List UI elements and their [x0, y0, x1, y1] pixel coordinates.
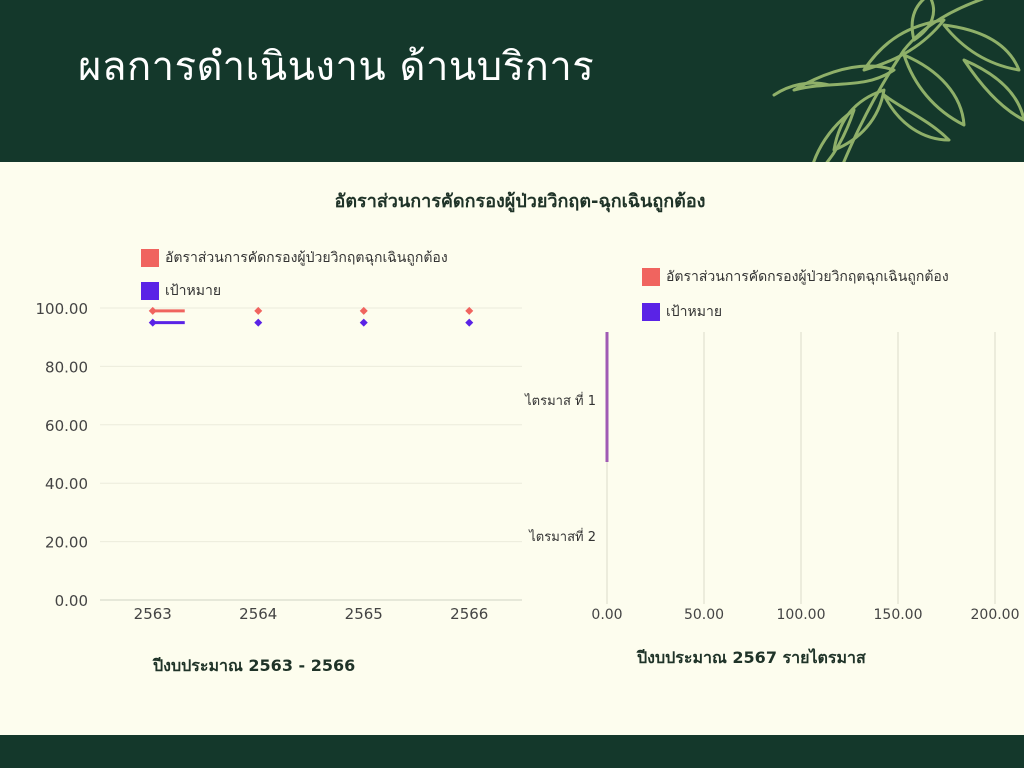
line-chart-legend: อัตราส่วนการคัดกรองผู้ป่วยวิกฤตฉุกเฉินถู… — [141, 248, 448, 301]
bar-x-tick-label: 150.00 — [874, 607, 923, 623]
legend-item-target-2567: เป้าหมาย — [642, 302, 949, 322]
legend-item-rate-2567: อัตราส่วนการคัดกรองผู้ป่วยวิกฤตฉุกเฉินถู… — [642, 267, 949, 287]
legend-swatch-target-2567 — [642, 303, 660, 321]
data-point — [254, 318, 263, 327]
data-point — [148, 318, 157, 327]
data-point — [465, 318, 474, 327]
data-point — [359, 306, 368, 315]
legend-item-target: เป้าหมาย — [141, 281, 448, 301]
leaf-decoration-icon — [772, 0, 1024, 162]
legend-swatch-target — [141, 282, 159, 300]
line-chart-caption: ปีงบประมาณ 2563 - 2566 — [153, 656, 356, 675]
y-tick-label: 0.00 — [55, 592, 88, 610]
x-tick-label: 2563 — [134, 605, 172, 623]
data-point — [359, 318, 368, 327]
y-tick-label: 20.00 — [45, 534, 88, 552]
bar-x-tick-label: 100.00 — [777, 607, 826, 623]
chart-title: อัตราส่วนการคัดกรองผู้ป่วยวิกฤต-ฉุกเฉินถ… — [334, 191, 706, 212]
data-point — [254, 306, 263, 315]
x-tick-label: 2565 — [345, 605, 383, 623]
legend-label-rate: อัตราส่วนการคัดกรองผู้ป่วยวิกฤตฉุกเฉินถู… — [165, 250, 448, 266]
legend-label-target: เป้าหมาย — [165, 283, 222, 299]
header-banner: ผลการดำเนินงาน ด้านบริการ — [0, 0, 1024, 162]
bar-x-tick-label: 0.00 — [591, 607, 622, 623]
y-tick-label: 80.00 — [45, 358, 88, 376]
y-tick-label: 40.00 — [45, 475, 88, 493]
y-tick-label: 60.00 — [45, 417, 88, 435]
bar-x-tick-label: 200.00 — [971, 607, 1020, 623]
x-tick-label: 2564 — [239, 605, 277, 623]
bar-chart-caption: ปีงบประมาณ 2567 รายไตรมาส — [637, 648, 866, 667]
bar-category-label: ไตรมาส ที่ 1 — [524, 392, 596, 409]
bar-x-tick-label: 50.00 — [684, 607, 724, 623]
legend-item-rate: อัตราส่วนการคัดกรองผู้ป่วยวิกฤตฉุกเฉินถู… — [141, 248, 448, 268]
bar-category-label: ไตรมาสที่ 2 — [528, 528, 596, 545]
x-tick-label: 2566 — [450, 605, 488, 623]
data-point — [148, 306, 157, 315]
data-point — [465, 306, 474, 315]
legend-swatch-rate — [141, 249, 159, 267]
legend-label-target-2567: เป้าหมาย — [666, 304, 723, 320]
legend-label-rate-2567: อัตราส่วนการคัดกรองผู้ป่วยวิกฤตฉุกเฉินถู… — [666, 269, 949, 285]
page-title: ผลการดำเนินงาน ด้านบริการ — [78, 44, 595, 90]
footer-bar — [0, 735, 1024, 768]
legend-swatch-rate-2567 — [642, 268, 660, 286]
y-tick-label: 100.00 — [36, 300, 89, 318]
bar-chart-legend: อัตราส่วนการคัดกรองผู้ป่วยวิกฤตฉุกเฉินถู… — [642, 267, 949, 322]
